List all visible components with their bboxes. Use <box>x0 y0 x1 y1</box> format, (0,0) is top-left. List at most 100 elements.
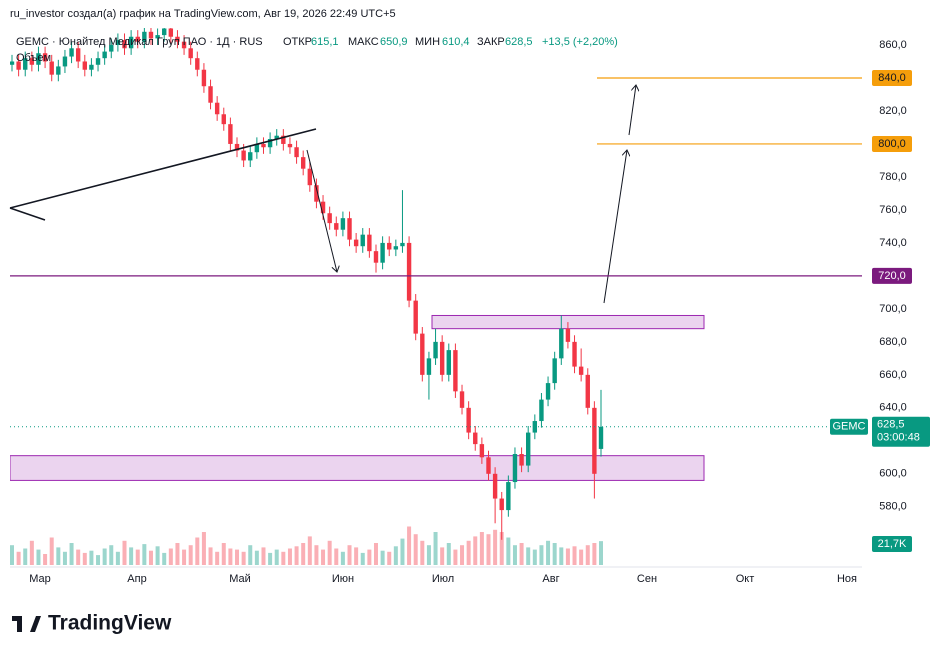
volume-bar <box>340 551 345 565</box>
volume-bar <box>142 544 147 565</box>
volume-bar <box>360 552 365 565</box>
candle-body <box>214 102 220 115</box>
candle-body <box>248 152 253 161</box>
candle-body <box>89 64 94 70</box>
ohlc-value: 650,9 <box>380 36 408 48</box>
y-tick-label: 820,0 <box>879 105 907 117</box>
candle-body <box>10 61 15 65</box>
logo-icon <box>12 616 41 632</box>
candle-body <box>181 41 187 49</box>
candle-body <box>102 51 107 59</box>
x-tick-label: Июл <box>432 573 454 585</box>
x-tick-label: Май <box>229 573 251 585</box>
candle-body <box>565 328 571 342</box>
candle-body <box>320 201 326 214</box>
volume-bar <box>479 532 484 565</box>
candle-body <box>473 432 478 445</box>
volume-bar <box>294 546 299 565</box>
volume-bar <box>380 550 385 565</box>
level-label: 720,0 <box>878 270 906 282</box>
volume-bar <box>532 549 537 565</box>
volume-bar <box>43 554 48 565</box>
candle-body <box>426 358 432 375</box>
candle-body <box>433 341 438 359</box>
volume-bar <box>367 549 372 565</box>
volume-bar <box>215 551 220 565</box>
price-label: 628,5 <box>877 419 905 431</box>
candle-body <box>208 86 213 103</box>
watermark: TradingView <box>48 612 172 635</box>
volume-bar <box>407 526 412 565</box>
volume-bar <box>506 537 511 565</box>
level-label-box <box>872 69 912 86</box>
candle-body <box>82 61 87 70</box>
candle-body <box>539 399 544 422</box>
candle-body <box>479 444 485 458</box>
volume-bar <box>162 552 167 565</box>
candle-body <box>406 242 412 301</box>
candle-body <box>585 374 590 408</box>
candle-body <box>545 383 551 400</box>
volume-box <box>872 536 912 552</box>
volume-bar <box>572 546 577 565</box>
candle-body <box>175 36 180 42</box>
candle-body <box>75 48 81 62</box>
volume-bar <box>546 540 551 565</box>
volume-bar <box>188 545 193 565</box>
candle-body <box>300 157 306 169</box>
candle-body <box>413 300 418 334</box>
volume-bar <box>208 547 213 565</box>
candle-body <box>327 213 332 224</box>
candle-body <box>314 185 319 202</box>
candle-body <box>155 35 160 39</box>
volume-bar <box>539 545 544 565</box>
arrow <box>306 149 337 272</box>
volume-bar <box>453 549 458 565</box>
volume-bar <box>155 546 160 565</box>
volume-bar <box>195 537 200 565</box>
arrow <box>628 85 636 136</box>
timer-label: 03:00:48 <box>877 432 920 444</box>
candle-body <box>592 407 597 474</box>
volume-bar <box>592 543 597 565</box>
candle-body <box>387 242 392 250</box>
level-label-box <box>872 267 912 284</box>
volume-bar <box>248 545 253 565</box>
candle-body <box>228 124 233 144</box>
candle-body <box>360 234 365 247</box>
arrow <box>603 150 627 304</box>
volume-bar <box>347 545 352 565</box>
volume-bar <box>76 549 81 565</box>
candle-body <box>135 36 140 42</box>
ohlc-label: МИН <box>415 36 440 48</box>
trend-line <box>9 207 46 221</box>
y-tick-label: 600,0 <box>879 468 907 480</box>
candle-body <box>420 333 425 375</box>
candle-body <box>36 53 41 65</box>
level-label-box <box>872 135 912 152</box>
candle-body <box>294 147 299 158</box>
volume-value-label: 21,7K <box>878 538 907 550</box>
candle-body <box>400 242 405 247</box>
level-label: 840,0 <box>878 72 906 84</box>
volume-bar <box>354 547 359 565</box>
volume-bar <box>221 543 226 565</box>
candle-body <box>162 28 167 36</box>
volume-bar <box>115 551 120 565</box>
volume-bar <box>473 536 478 565</box>
candle-body <box>552 358 557 384</box>
volume-bar <box>287 548 292 565</box>
y-tick-label: 780,0 <box>879 171 907 183</box>
y-tick-label: 680,0 <box>879 336 907 348</box>
candle-body <box>142 31 147 42</box>
candle-body <box>95 58 101 65</box>
volume-bar <box>23 548 28 565</box>
drawings <box>9 85 636 304</box>
volume-bar <box>334 548 339 565</box>
volume-bar <box>426 545 431 565</box>
candle-body <box>559 328 564 359</box>
candle-body <box>307 168 313 186</box>
zone <box>10 455 705 481</box>
volume-bar <box>466 540 471 565</box>
